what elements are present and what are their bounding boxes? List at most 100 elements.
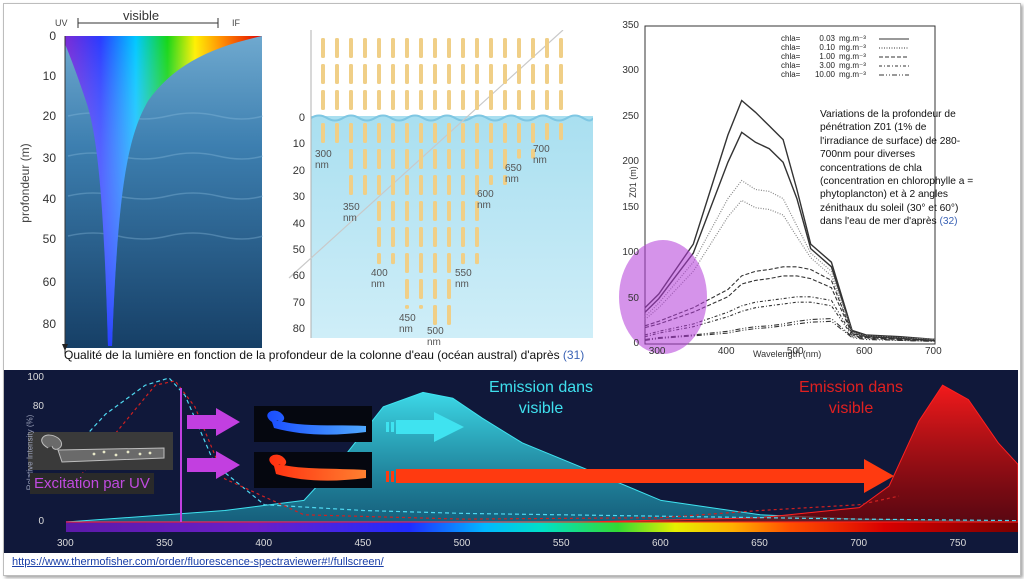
light-ray-above	[349, 90, 353, 110]
light-ray-550-nm	[475, 201, 479, 221]
depth-tick: 0	[49, 29, 56, 43]
light-ray-500-nm	[447, 123, 451, 143]
wavelength-tick: 450	[354, 538, 372, 549]
light-ray-above	[335, 64, 339, 84]
light-ray-above	[433, 64, 437, 84]
z01-y-tick: 350	[622, 20, 639, 31]
light-ray-above	[405, 38, 409, 58]
light-ray-650-nm	[517, 123, 521, 143]
light-ray-450-nm	[405, 123, 409, 143]
light-ray-550-nm	[475, 123, 479, 143]
z01-citation[interactable]: (32)	[939, 216, 958, 228]
z01-legend-entry: chla= 0.10 mg.m⁻³	[781, 43, 909, 52]
penetration-tick: 20	[292, 164, 305, 177]
light-ray-450-nm	[419, 123, 423, 143]
light-ray-500-nm	[447, 149, 451, 169]
caption-citation[interactable]: (31)	[562, 348, 585, 362]
light-ray-400-nm	[391, 227, 395, 247]
light-ray-above	[377, 38, 381, 58]
penetration-tick: 40	[292, 217, 305, 230]
light-ray-above	[475, 64, 479, 84]
light-ray-above	[531, 90, 535, 110]
light-ray-500-nm	[447, 175, 451, 195]
z01-description-line: l'irradiance de surface) de 280-	[820, 135, 961, 147]
if-label: IF	[232, 18, 240, 28]
light-ray-above	[349, 38, 353, 58]
light-ray-above	[545, 64, 549, 84]
z01-x-tick: 500	[786, 346, 804, 357]
wavelength-tick: 500	[453, 538, 471, 549]
blue-emission-label: Emission dans visible	[488, 379, 594, 417]
light-ray-above	[475, 90, 479, 110]
depth-tick: 10	[42, 69, 56, 83]
z01-x-tick: 300	[648, 346, 666, 357]
light-ray-400-nm	[377, 201, 381, 221]
z01-y-tick: 150	[622, 201, 639, 213]
wavelength-tick: 350	[156, 538, 173, 549]
light-ray-500-nm	[447, 227, 451, 247]
source-link[interactable]: https://www.thermofisher.com/order/fluor…	[12, 556, 384, 568]
light-ray-550-nm	[475, 149, 479, 169]
light-ray-500-nm	[433, 305, 437, 325]
light-ray-550-nm	[475, 227, 479, 247]
light-ray-500-nm	[433, 149, 437, 169]
z01-y-tick: 300	[622, 65, 639, 77]
light-ray-above	[503, 90, 507, 110]
light-ray-above	[489, 38, 493, 58]
wavelength-label: 550 nm	[455, 268, 472, 291]
light-ray-500-nm	[433, 123, 437, 143]
light-ray-above	[405, 90, 409, 110]
light-ray-above	[433, 90, 437, 110]
penetration-panel: 0 10 20 30 40 50 60 70 80 300 nm 350 nm 400 nm 450 nm 50…	[283, 30, 593, 350]
light-ray-450-nm	[405, 201, 409, 221]
fluorescence-chart	[28, 377, 1018, 532]
light-ray-above	[363, 64, 367, 84]
light-ray-above	[335, 38, 339, 58]
depth-tick: 20	[42, 109, 56, 123]
light-ray-650-nm	[517, 149, 521, 159]
light-ray-550-nm	[475, 175, 479, 195]
light-ray-above	[447, 64, 451, 84]
light-ray-550-nm	[461, 227, 465, 247]
penetration-figure	[288, 30, 593, 338]
light-ray-above	[363, 38, 367, 58]
light-ray-600-nm	[503, 175, 507, 185]
wavelength-label: 500 nm	[427, 326, 444, 348]
light-ray-700-nm	[559, 123, 563, 141]
wavelength-tick: 600	[652, 538, 669, 549]
light-ray-350-nm	[349, 149, 353, 169]
penetration-tick: 10	[292, 138, 305, 151]
light-ray-above	[545, 38, 549, 58]
light-ray-400-nm	[377, 227, 381, 247]
light-ray-450-nm	[405, 253, 409, 273]
light-ray-above	[419, 38, 423, 58]
light-ray-500-nm	[447, 201, 451, 221]
wavelength-label: 600 nm	[477, 188, 494, 211]
light-ray-600-nm	[489, 149, 493, 169]
wavelength-tick: 750	[949, 538, 967, 549]
light-ray-450-nm	[405, 149, 409, 169]
light-ray-550-nm	[461, 149, 465, 169]
penetration-tick: 60	[292, 270, 305, 283]
light-ray-400-nm	[377, 175, 381, 195]
light-ray-500-nm	[433, 227, 437, 247]
penetration-tick: 50	[292, 243, 305, 256]
wavelength-tick: 650	[751, 538, 768, 549]
z01-series-line	[644, 318, 936, 342]
light-ray-above	[391, 64, 395, 84]
wavelength-label: 700 nm	[533, 144, 550, 167]
uv-label: UV	[55, 18, 68, 28]
depth-tick: 50	[42, 232, 56, 246]
light-ray-600-nm	[503, 149, 507, 169]
light-ray-450-nm	[419, 305, 423, 309]
light-ray-450-nm	[419, 201, 423, 221]
z01-series-line	[644, 296, 936, 341]
light-ray-450-nm	[405, 279, 409, 299]
light-ray-above	[363, 90, 367, 110]
light-ray-above	[391, 38, 395, 58]
z01-x-tick: 700	[925, 346, 942, 357]
z01-series-line	[644, 131, 936, 341]
wavelength-tick: 550	[552, 538, 570, 549]
z01-y-tick: 100	[622, 247, 639, 259]
spectrum-bar	[66, 521, 1018, 532]
